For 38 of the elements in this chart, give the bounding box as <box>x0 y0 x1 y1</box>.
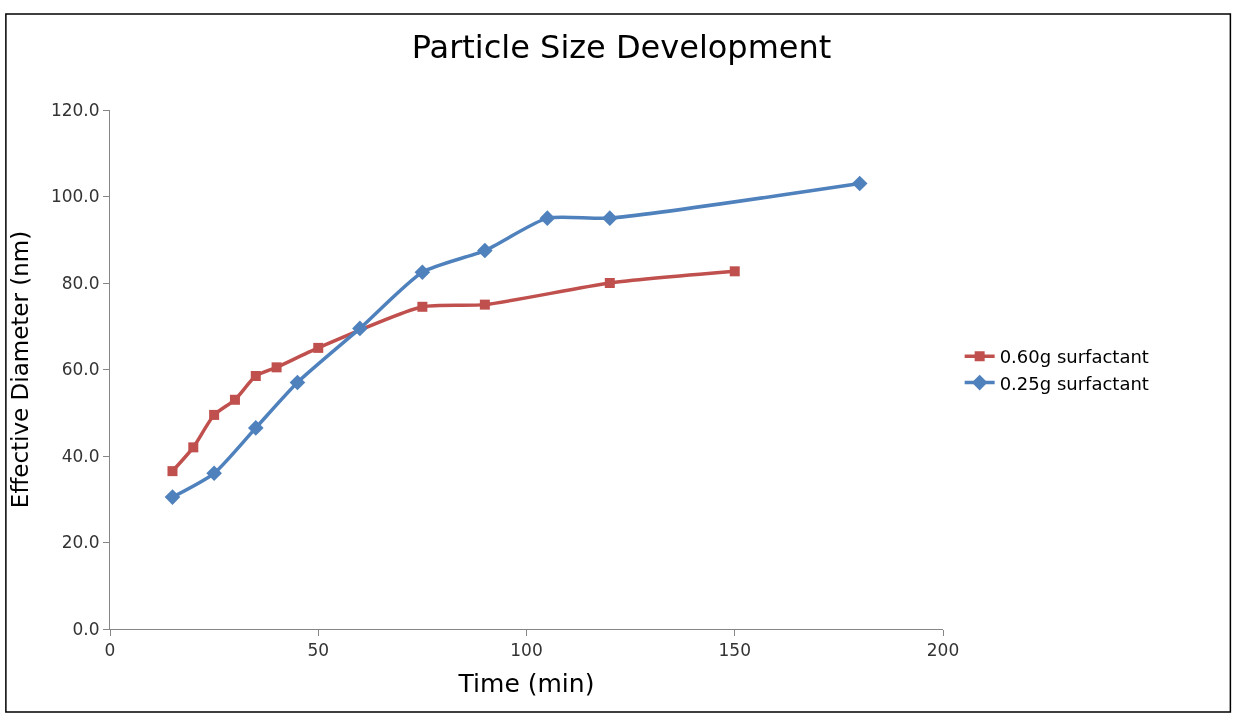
point <box>477 242 493 259</box>
point <box>414 264 431 280</box>
y-tick-label: 60.0 <box>61 359 100 380</box>
point <box>352 320 368 337</box>
point <box>167 466 178 477</box>
x-tick-label: 50 <box>307 640 330 661</box>
point <box>313 342 324 353</box>
x-tick-label: 100 <box>510 640 543 661</box>
point <box>729 266 740 277</box>
point <box>209 409 220 420</box>
x-tick-label: 0 <box>104 640 116 661</box>
point <box>602 210 618 226</box>
y-tick-label: 80.0 <box>61 272 100 293</box>
point <box>851 175 868 192</box>
x-tick-label: 200 <box>926 640 960 661</box>
point <box>271 362 282 373</box>
point <box>417 301 428 312</box>
y-tick-label: 0.0 <box>72 618 100 639</box>
point <box>250 370 261 381</box>
y-tick-label: 120.0 <box>50 99 100 120</box>
point <box>479 299 490 310</box>
y-axis-title: Effective Diameter (nm) <box>7 230 34 509</box>
y-tick-label: 100.0 <box>50 186 100 207</box>
point <box>229 394 240 405</box>
point <box>539 210 556 226</box>
chart-title: Particle Size Development <box>411 28 832 67</box>
y-tick-label: 40.0 <box>61 445 100 466</box>
x-axis-title: Time (min) <box>457 669 595 699</box>
legend-label: 0.60g surfactant <box>999 346 1149 368</box>
point <box>206 465 222 482</box>
point <box>188 442 199 453</box>
point <box>289 374 306 391</box>
y-tick-label: 20.0 <box>61 532 100 553</box>
point <box>164 489 181 505</box>
x-tick-label: 150 <box>718 640 751 661</box>
point <box>604 278 615 288</box>
point <box>247 420 264 436</box>
legend-label: 0.25g surfactant <box>999 372 1149 394</box>
